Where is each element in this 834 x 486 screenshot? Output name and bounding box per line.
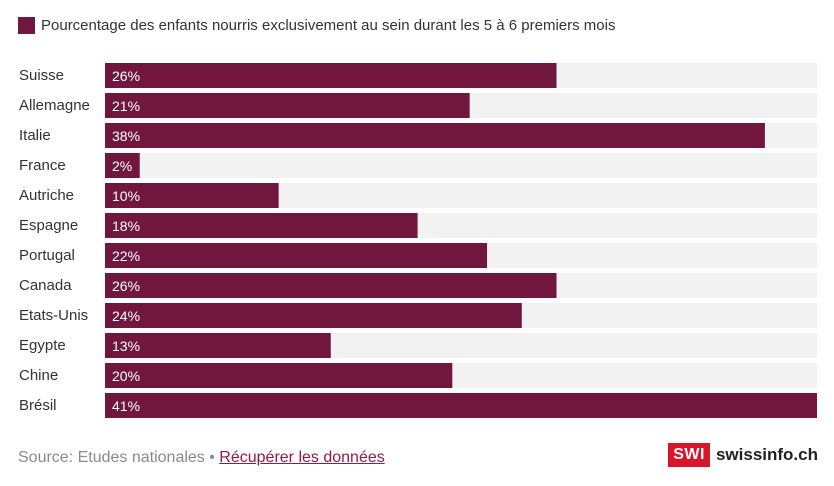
bar-etats-unis[interactable] [105, 303, 522, 328]
chart-footer: Source: Etudes nationales • Récupérer le… [18, 449, 385, 467]
bar-portugal[interactable] [105, 243, 488, 268]
category-label: Egypte [19, 337, 66, 354]
category-label: Italie [19, 127, 51, 144]
swi-logo-box: SWI [668, 443, 710, 467]
legend-swatch [18, 16, 35, 34]
bar-suisse[interactable] [105, 63, 557, 88]
bar-chart: Suisse 26% Allemagne 21% Italie 38% France 2% Au… [19, 63, 817, 418]
value-label: 26% [112, 278, 140, 294]
category-label: Canada [19, 277, 72, 294]
bar-espagne[interactable] [105, 213, 418, 238]
value-label: 2% [112, 158, 132, 174]
value-label: 26% [112, 68, 140, 84]
category-label: Allemagne [19, 97, 90, 114]
value-label: 10% [112, 188, 140, 204]
value-label: 21% [112, 98, 140, 114]
category-label: France [19, 157, 66, 174]
value-label: 22% [112, 248, 140, 264]
bar-autriche[interactable] [105, 183, 279, 208]
bar-track [105, 153, 817, 178]
value-label: 20% [112, 368, 140, 384]
category-label: Espagne [19, 217, 78, 234]
brand-name: swissinfo.ch [715, 445, 818, 464]
category-label: Chine [19, 367, 58, 384]
bar-chine[interactable] [105, 363, 453, 388]
brand-logo[interactable]: SWI swissinfo.ch [668, 443, 818, 467]
value-label: 24% [112, 308, 140, 324]
value-label: 41% [112, 398, 140, 414]
bar-egypte[interactable] [105, 333, 331, 358]
category-label: Autriche [19, 187, 74, 204]
chart-legend: Pourcentage des enfants nourris exclusiv… [18, 16, 615, 34]
bar-france[interactable] [105, 153, 140, 178]
value-label: 18% [112, 218, 140, 234]
category-label: Etats-Unis [19, 307, 88, 324]
value-label: 38% [112, 128, 140, 144]
bar-italie[interactable] [105, 123, 765, 148]
category-label: Suisse [19, 67, 64, 84]
bar-canada[interactable] [105, 273, 557, 298]
category-label: Portugal [19, 247, 75, 264]
download-data-link[interactable]: Récupérer les données [219, 449, 385, 466]
legend-label: Pourcentage des enfants nourris exclusiv… [41, 16, 616, 34]
source-text: Source: Etudes nationales • [18, 449, 215, 466]
bar-br-sil[interactable] [105, 393, 817, 418]
value-label: 13% [112, 338, 140, 354]
category-label: Brésil [19, 397, 57, 414]
bar-allemagne[interactable] [105, 93, 470, 118]
